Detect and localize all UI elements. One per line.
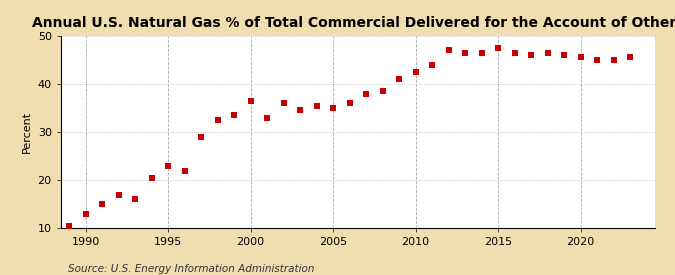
Title: Annual U.S. Natural Gas % of Total Commercial Delivered for the Account of Other: Annual U.S. Natural Gas % of Total Comme… [32,16,675,31]
Point [80,212,91,216]
Y-axis label: Percent: Percent [22,111,32,153]
Point [146,175,157,180]
Point [410,70,421,74]
Point [97,202,107,206]
Point [394,77,404,81]
Point [327,106,338,110]
Point [493,46,504,50]
Point [311,103,322,108]
Point [542,50,553,55]
Point [608,58,619,62]
Point [427,62,437,67]
Point [443,48,454,52]
Point [360,91,371,96]
Point [63,224,74,228]
Point [460,50,470,55]
Point [278,101,289,105]
Point [344,101,355,105]
Point [212,118,223,122]
Point [229,113,240,117]
Point [624,55,635,60]
Point [377,89,388,93]
Point [113,192,124,197]
Point [262,116,273,120]
Point [526,53,537,57]
Point [575,55,586,60]
Point [294,108,305,112]
Text: Source: U.S. Energy Information Administration: Source: U.S. Energy Information Administ… [68,264,314,274]
Point [163,163,173,168]
Point [476,50,487,55]
Point [591,58,602,62]
Point [509,50,520,55]
Point [130,197,140,202]
Point [559,53,570,57]
Point [179,168,190,173]
Point [245,98,256,103]
Point [196,135,207,139]
